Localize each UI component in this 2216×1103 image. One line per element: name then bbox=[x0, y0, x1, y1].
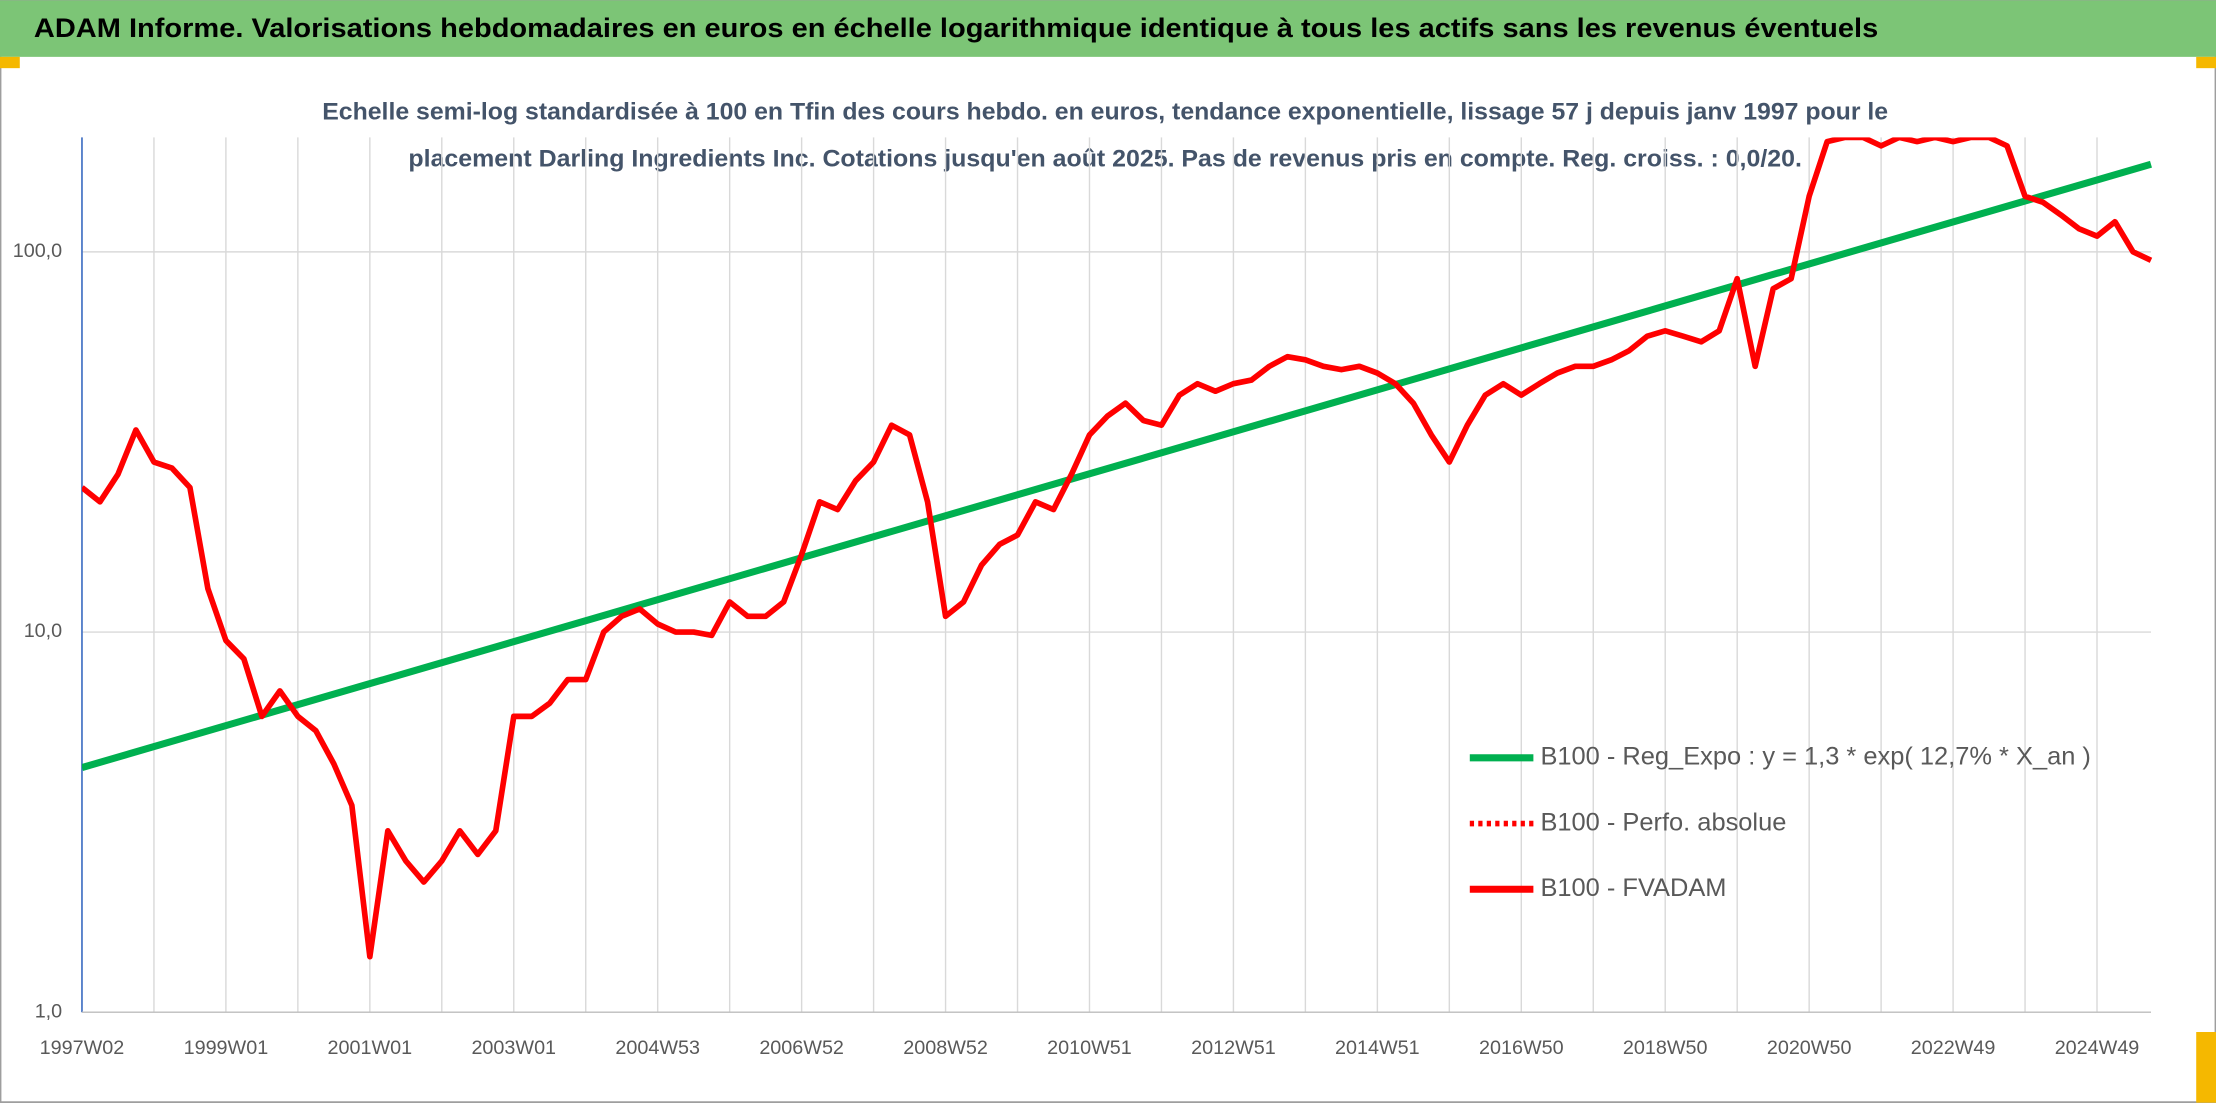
corner bbox=[2196, 1032, 2216, 1103]
x-tick-label: 2010W51 bbox=[1047, 1037, 1132, 1059]
y-tick-label: 10,0 bbox=[24, 620, 62, 642]
x-tick-label: 2018W50 bbox=[1623, 1037, 1708, 1059]
x-tick-label: 2022W49 bbox=[1911, 1037, 1996, 1059]
corner bbox=[2196, 56, 2216, 69]
x-tick-label: 2001W01 bbox=[328, 1037, 413, 1059]
legend-label: B100 - Reg_Expo : y = 1,3 * exp( 12,7% *… bbox=[1540, 743, 2090, 771]
series-line bbox=[81, 137, 2153, 960]
x-tick-label: 2004W53 bbox=[615, 1037, 700, 1059]
title-bar bbox=[0, 0, 2216, 57]
corner bbox=[0, 56, 20, 69]
x-tick-label: 2020W50 bbox=[1767, 1037, 1852, 1059]
x-tick-label: 2014W51 bbox=[1335, 1037, 1420, 1059]
legend-label: B100 - FVADAM bbox=[1540, 874, 1726, 902]
x-tick-label: 2008W52 bbox=[903, 1037, 988, 1059]
x-tick-label: 2024W49 bbox=[2055, 1037, 2140, 1059]
chart-title: ADAM Informe. Valorisations hebdomadaire… bbox=[34, 13, 1878, 43]
subtitle: placement Darling Ingredients Inc. Cotat… bbox=[408, 145, 1801, 172]
y-tick-label: 100,0 bbox=[13, 240, 62, 262]
subtitle: Echelle semi-log standardisée à 100 en T… bbox=[322, 99, 1888, 126]
x-tick-label: 2006W52 bbox=[759, 1037, 844, 1059]
x-tick-label: 2016W50 bbox=[1479, 1037, 1564, 1059]
x-tick-label: 2003W01 bbox=[471, 1037, 556, 1059]
legend-label: B100 - Perfo. absolue bbox=[1540, 808, 1786, 836]
x-tick-label: 1997W02 bbox=[40, 1037, 125, 1059]
x-tick-label: 1999W01 bbox=[184, 1037, 269, 1059]
y-tick-label: 1,0 bbox=[35, 1000, 62, 1022]
x-tick-label: 2012W51 bbox=[1191, 1037, 1276, 1059]
series-line bbox=[81, 160, 2152, 771]
